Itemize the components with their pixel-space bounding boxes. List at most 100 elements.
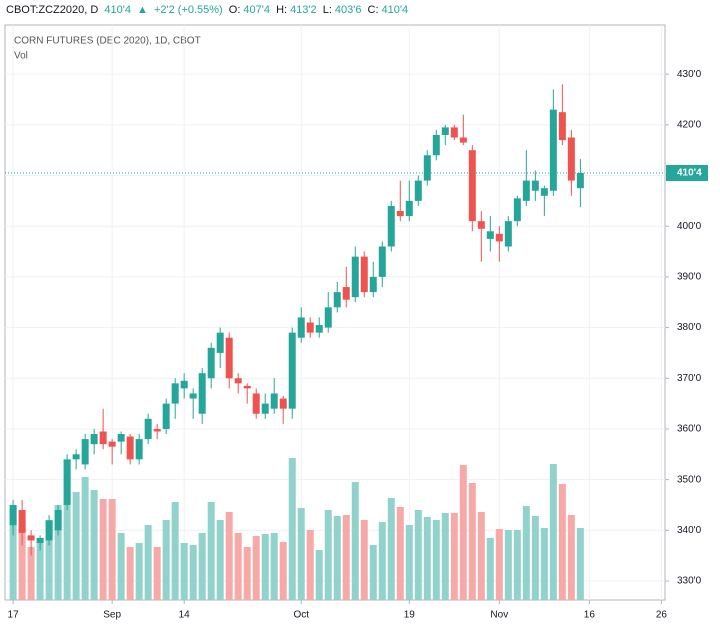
candle-body [432,134,440,156]
last-price-box [666,164,708,181]
volume-bar [54,504,62,600]
x-tick-label: 26 [656,610,668,621]
candle-body [414,180,422,201]
candle-body [153,428,161,432]
y-tick-label: 400'0 [677,221,702,232]
candle-body [288,332,296,409]
candle-body [531,180,539,191]
candle-body [252,393,260,414]
candle-body [81,439,89,465]
volume-bar [36,541,44,600]
volume-bar [252,535,260,600]
ohlc-key: C: [367,4,379,16]
volume-bar [576,527,584,600]
volume-bar [333,515,341,600]
x-tick-label: 19 [404,610,416,621]
volume-bar [180,542,188,600]
volume-bar [198,532,206,600]
volume-bar [396,506,404,600]
candle-body [99,431,107,445]
x-tick-label: 16 [584,610,596,621]
ohlc-key: O: [228,4,241,16]
candle-body [450,127,458,138]
volume-bar [360,519,368,600]
candle-body [522,180,530,201]
volume-bar [324,509,332,600]
volume-bar [126,546,134,600]
candle-body [270,393,278,409]
candle-body [558,112,566,141]
arrow: ▲ [137,4,148,16]
volume-bar [423,516,431,600]
volume-bar [162,519,170,600]
y-tick-label: 340'0 [677,525,702,536]
candle-body [495,233,503,242]
volume-bar [108,498,116,600]
ohlc-value: 403'6 [334,4,362,16]
volume-label: Vol [14,51,28,62]
volume-bar [72,491,80,600]
candle-body [162,403,170,429]
candle-body [342,287,350,300]
volume-bar [477,511,485,600]
candle-body [486,231,494,239]
y-tick-label: 430'0 [677,69,702,80]
volume-bar [207,501,215,600]
volume-bar [306,529,314,600]
candle-body [459,137,467,143]
candle-body [324,307,332,328]
candle-body [468,150,476,222]
volume-bar [9,507,17,600]
volume-bar [378,521,386,600]
ohlc-value: 410'4 [381,4,409,16]
candle-body [549,109,557,191]
volume-bar [297,507,305,600]
candle-body [513,198,521,222]
candle-body [504,221,512,247]
volume-bar [432,519,440,600]
candle-body [396,211,404,217]
candle-body [387,205,395,247]
volume-bar [315,549,323,600]
volume-bar [270,532,278,600]
volume-bar [81,476,89,600]
candle-body [261,403,269,414]
volume-bar [405,524,413,600]
volume-bar [369,544,377,600]
volume-bar [459,464,467,600]
volume-bar [216,519,224,600]
volume-bar [45,521,53,600]
candle-body [333,292,341,308]
candle-body [243,385,251,389]
volume-bar [468,482,476,600]
volume-bar [495,528,503,600]
volume-bar [27,546,35,600]
volume-bar [261,533,269,600]
candle-body [567,137,575,181]
volume-bar [144,524,152,600]
volume-bar [558,483,566,600]
y-tick-label: 380'0 [677,322,702,333]
candle-body [216,332,224,353]
volume-bar [387,497,395,600]
volume-bar [450,512,458,600]
candle-body [234,378,242,384]
y-tick-label: 360'0 [677,424,702,435]
volume-bar [549,463,557,600]
y-tick-label: 370'0 [677,373,702,384]
volume-bar [351,481,359,600]
candle-body [18,510,26,533]
candle-body [180,380,188,389]
ohlc-value: 413'2 [290,4,317,16]
candle-body [198,373,206,414]
volume-bar [540,527,548,600]
volume-bar [414,509,422,600]
candle-body [207,347,215,379]
y-tick-label: 350'0 [677,474,702,485]
y-tick-label: 420'0 [677,119,702,130]
volume-bar [486,537,494,600]
candle-body [171,383,179,404]
candle-body [306,322,314,333]
volume-bar [504,529,512,600]
